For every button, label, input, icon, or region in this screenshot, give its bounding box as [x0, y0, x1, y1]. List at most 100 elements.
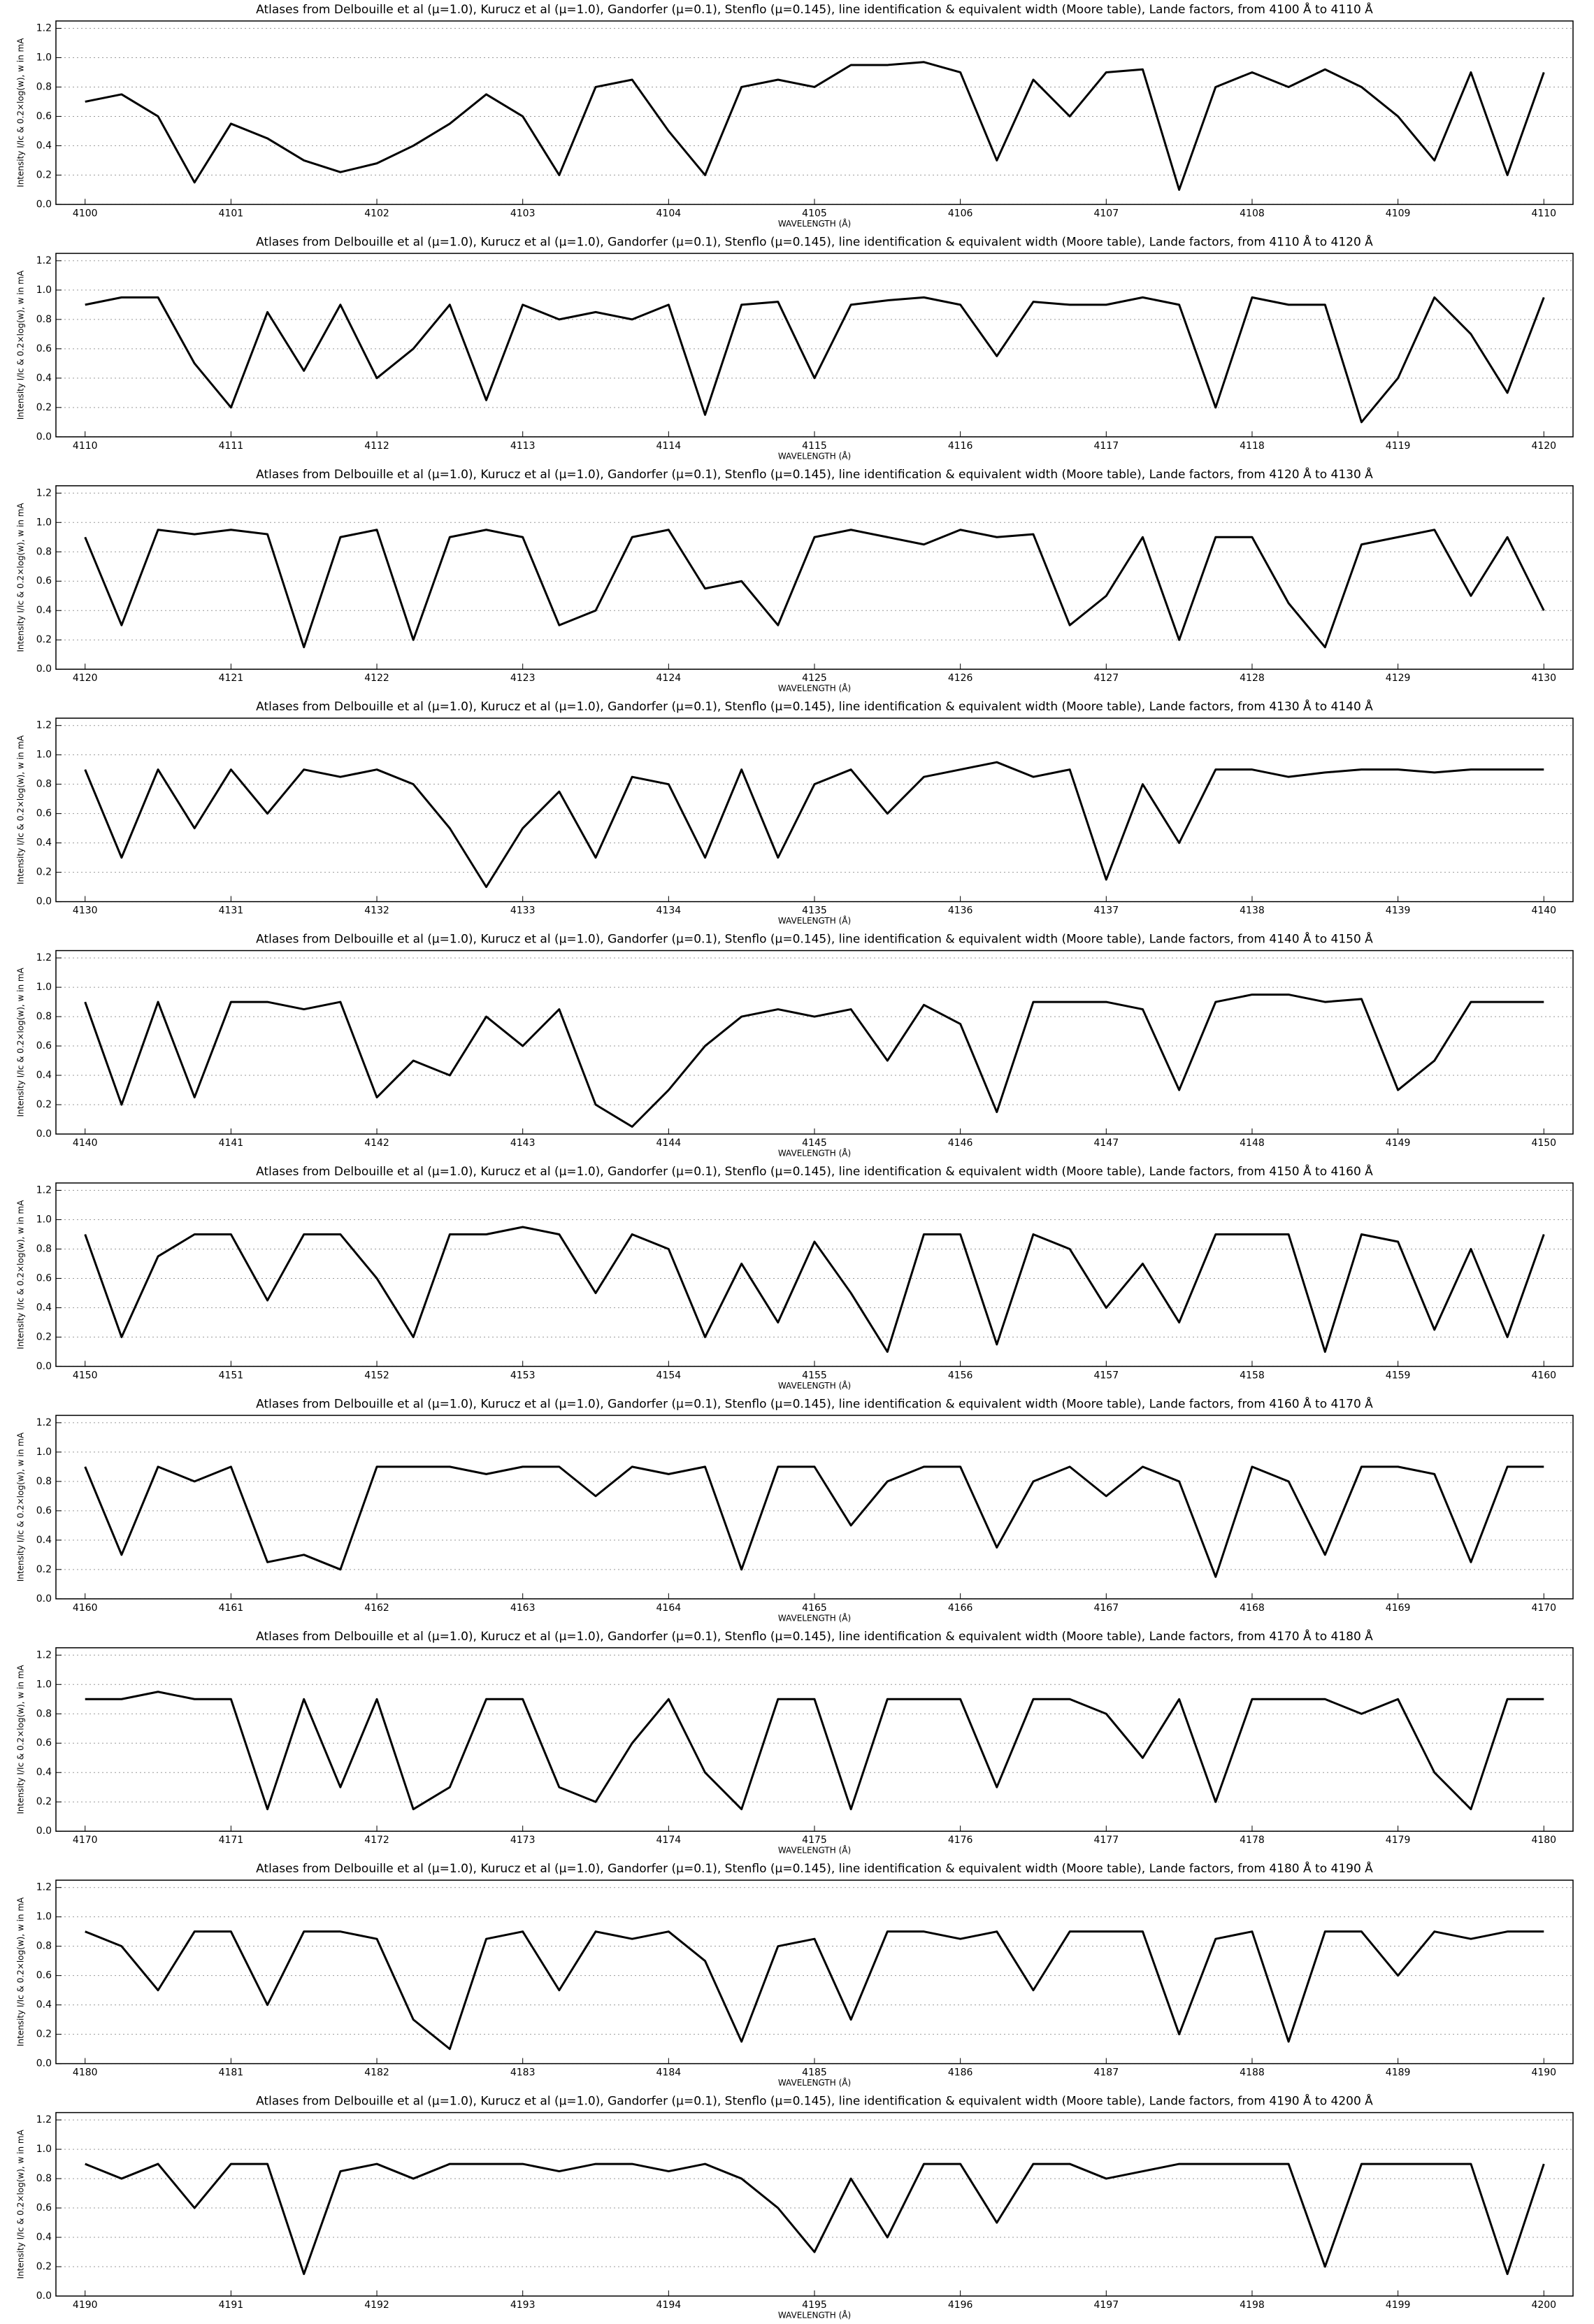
y-axis-label: Intensity I/Ic & 0.2×log(w), w in mA [16, 38, 26, 187]
x-tick-label: 4191 [219, 2300, 244, 2311]
x-tick-label: 4171 [219, 1835, 244, 1846]
x-tick-label: 4162 [364, 1602, 389, 1614]
panel: Atlases from Delbouille et al (μ=1.0), K… [16, 1860, 1574, 2088]
x-tick-label: 4178 [1240, 1835, 1265, 1846]
x-tick-label: 4152 [364, 1370, 389, 1381]
x-tick-label: 4150 [73, 1370, 98, 1381]
y-tick-label: 0.2 [36, 169, 52, 180]
x-tick-label: 4165 [802, 1602, 827, 1614]
y-tick-label: 1.2 [36, 1184, 52, 1196]
y-tick-label: 1.2 [36, 720, 52, 731]
x-tick-label: 4160 [1531, 1370, 1556, 1381]
x-tick-label: 4163 [510, 1602, 536, 1614]
panel: Atlases from Delbouille et al (μ=1.0), K… [16, 698, 1574, 926]
x-tick-label: 4119 [1386, 440, 1411, 452]
plot-frame [55, 1879, 1574, 2065]
y-tick-label: 0.4 [36, 373, 52, 384]
y-axis-label: Intensity I/Ic & 0.2×log(w), w in mA [16, 1897, 26, 2046]
y-axis-label: Intensity I/Ic & 0.2×log(w), w in mA [16, 1665, 26, 1814]
x-tick-label: 4149 [1386, 1138, 1411, 1149]
y-tick-label: 0.6 [36, 1505, 52, 1516]
x-tick-label: 4175 [802, 1835, 827, 1846]
x-tick-label: 4183 [510, 2067, 536, 2079]
y-axis-label: Intensity I/Ic & 0.2×log(w), w in mA [16, 967, 26, 1117]
chart-title: Atlases from Delbouille et al (μ=1.0), K… [256, 1, 1373, 17]
y-tick-label: 0.8 [36, 314, 52, 325]
y-tick-label: 0.4 [36, 1535, 52, 1546]
y-tick-label: 0.2 [36, 634, 52, 645]
x-tick-label: 4129 [1386, 673, 1411, 684]
x-tick-label: 4168 [1240, 1602, 1265, 1614]
y-tick-label: 0.0 [36, 2290, 52, 2302]
x-tick-label: 4176 [948, 1835, 973, 1846]
x-tick-label: 4135 [802, 905, 827, 917]
y-axis-label: Intensity I/Ic & 0.2×log(w), w in mA [16, 735, 26, 884]
y-tick-label: 1.2 [36, 255, 52, 266]
y-tick-label: 1.2 [36, 1882, 52, 1893]
x-tick-label: 4102 [364, 208, 389, 219]
y-tick-label: 0.4 [36, 1767, 52, 1778]
y-tick-label: 0.6 [36, 1970, 52, 1981]
y-tick-label: 0.2 [36, 402, 52, 413]
x-tick-label: 4167 [1093, 1602, 1119, 1614]
x-tick-label: 4180 [73, 2067, 98, 2079]
y-tick-label: 1.0 [36, 1679, 52, 1690]
x-tick-label: 4148 [1240, 1138, 1265, 1149]
y-tick-label: 1.2 [36, 487, 52, 498]
y-tick-label: 0.2 [36, 1099, 52, 1110]
x-tick-label: 4186 [948, 2067, 973, 2079]
chart-title: Atlases from Delbouille et al (μ=1.0), K… [256, 466, 1373, 482]
plot-frame [55, 1647, 1574, 1832]
x-tick-label: 4133 [510, 905, 536, 917]
spectrum-line [85, 1930, 1544, 2051]
y-tick-label: 0.6 [36, 343, 52, 354]
x-axis-label: WAVELENGTH (Å) [778, 915, 851, 926]
y-tick-label: 0.8 [36, 1708, 52, 1719]
x-tick-label: 4112 [364, 440, 389, 452]
x-tick-label: 4160 [73, 1602, 98, 1614]
x-axis-label: WAVELENGTH (Å) [778, 683, 851, 694]
x-tick-label: 4139 [1386, 905, 1411, 917]
y-tick-label: 1.2 [36, 1649, 52, 1660]
y-tick-label: 1.0 [36, 2144, 52, 2155]
x-tick-label: 4101 [219, 208, 244, 219]
y-tick-label: 1.2 [36, 2114, 52, 2125]
spectrum-line [85, 61, 1545, 191]
x-tick-label: 4170 [73, 1835, 98, 1846]
y-tick-label: 1.0 [36, 749, 52, 761]
x-tick-label: 4117 [1093, 440, 1119, 452]
x-tick-label: 4110 [73, 440, 98, 452]
x-axis-label: WAVELENGTH (Å) [778, 1148, 851, 1159]
x-tick-label: 4120 [1531, 440, 1556, 452]
plot-frame [55, 949, 1574, 1135]
x-tick-label: 4181 [219, 2067, 244, 2079]
x-tick-label: 4106 [948, 208, 973, 219]
x-tick-label: 4136 [948, 905, 973, 917]
x-tick-label: 4125 [802, 673, 827, 684]
y-tick-label: 0.6 [36, 575, 52, 587]
chart-title: Atlases from Delbouille et al (μ=1.0), K… [256, 1628, 1373, 1644]
x-tick-label: 4143 [510, 1138, 536, 1149]
y-tick-label: 1.0 [36, 52, 52, 63]
x-tick-label: 4104 [656, 208, 682, 219]
x-tick-label: 4196 [948, 2300, 973, 2311]
y-tick-label: 1.2 [36, 22, 52, 34]
chart-title: Atlases from Delbouille et al (μ=1.0), K… [256, 1860, 1373, 1876]
y-tick-label: 1.0 [36, 1214, 52, 1225]
y-tick-label: 0.0 [36, 1593, 52, 1605]
y-tick-label: 0.8 [36, 1011, 52, 1022]
x-tick-label: 4177 [1093, 1835, 1119, 1846]
x-axis-label: WAVELENGTH (Å) [778, 218, 851, 229]
x-tick-label: 4185 [802, 2067, 827, 2079]
y-tick-label: 0.0 [36, 664, 52, 675]
x-tick-label: 4169 [1386, 1602, 1411, 1614]
x-tick-label: 4180 [1531, 1835, 1556, 1846]
panel: Atlases from Delbouille et al (μ=1.0), K… [16, 1, 1574, 229]
x-tick-label: 4121 [219, 673, 244, 684]
x-tick-label: 4158 [1240, 1370, 1265, 1381]
x-tick-label: 4157 [1093, 1370, 1119, 1381]
plot-frame [55, 717, 1574, 903]
x-tick-label: 4164 [656, 1602, 682, 1614]
x-tick-label: 4159 [1386, 1370, 1411, 1381]
